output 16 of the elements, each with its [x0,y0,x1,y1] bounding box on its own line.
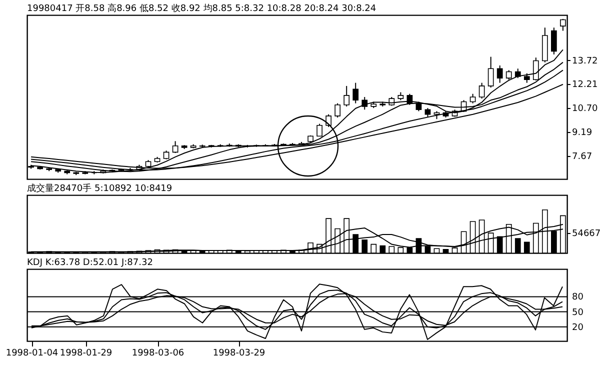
x-tick-label: 1998-01-04 [6,348,58,358]
x-tick-label: 1998-03-06 [132,348,184,358]
y-tick-label: 13.72 [572,56,598,66]
y-tick-label: 50 [572,308,584,318]
y-tick-label: 54667 [572,229,600,240]
chart-title: 成交量28470手 5:10892 10:8419 [27,183,172,194]
x-tick-label: 1998-01-29 [60,348,112,358]
y-tick-label: 12.21 [572,80,598,90]
chart-title: KDJ K:63.78 D:52.01 J:87.32 [27,258,153,268]
chart-title: 19980417 开8.58 高8.96 低8.52 收8.92 均8.85 5:8.32 10:8.28 20:8.24 30:8.24 [27,3,376,14]
y-tick-label: 20 [572,322,584,333]
x-tick-label: 1998-03-29 [212,348,266,358]
y-tick-label: 9.19 [572,128,592,138]
y-tick-label: 10.70 [572,104,598,114]
y-tick-label: 80 [572,292,584,303]
y-tick-label: 7.67 [572,152,592,162]
